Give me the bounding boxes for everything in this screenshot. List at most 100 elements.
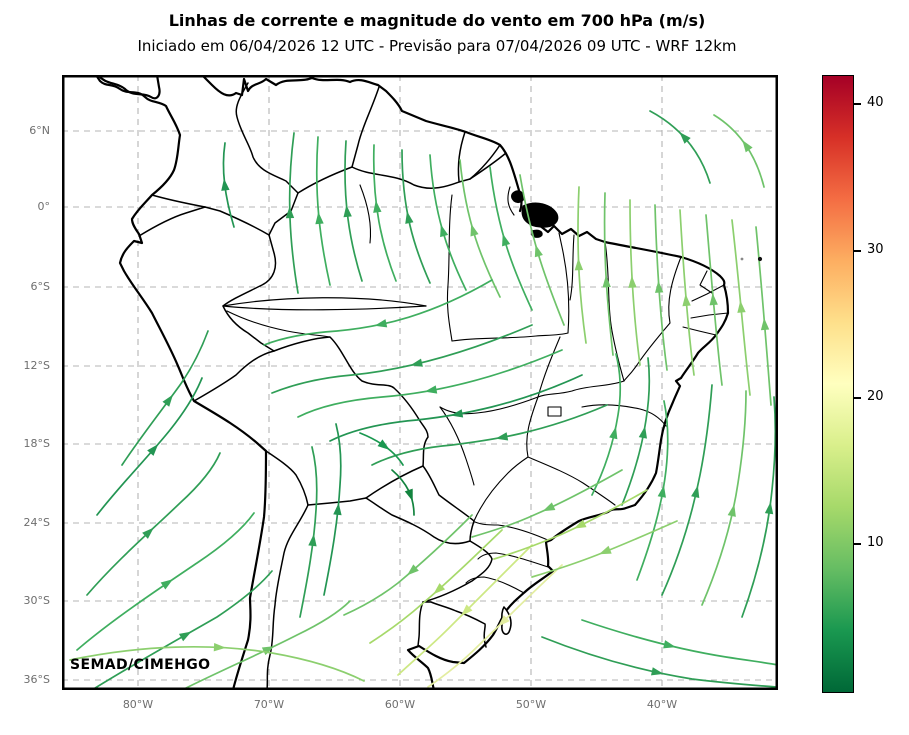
arrow-head-icon: [498, 615, 510, 627]
colorbar: [822, 75, 854, 693]
border-line: [235, 82, 299, 194]
arrow-head-icon: [440, 224, 449, 238]
arrow-head-icon: [410, 358, 423, 367]
arrow-head-icon: [657, 485, 666, 498]
lat-tick-label: 0°: [37, 200, 51, 213]
arrow-head-icon: [261, 646, 275, 656]
arrow-head-icon: [628, 275, 637, 288]
streamline: [629, 199, 641, 366]
arrow-head-icon: [450, 409, 464, 418]
streamline: [701, 390, 747, 606]
state-line: [581, 404, 667, 427]
page-title: Linhas de corrente e magnitude do vento …: [168, 11, 706, 30]
arrow-head-icon: [213, 642, 226, 652]
state-line: [604, 241, 625, 382]
state-line: [474, 521, 551, 542]
streamline: [121, 330, 209, 466]
map-frame: SEMAD/CIMEHGO: [62, 75, 778, 690]
streamline: [541, 636, 777, 688]
arrow-head-icon: [691, 485, 700, 499]
lat-tick-label: 24°S: [23, 516, 50, 529]
border-line: [138, 206, 206, 237]
arrow-head-icon: [343, 204, 352, 218]
island-dot: [740, 257, 744, 261]
state-line: [623, 322, 671, 382]
streamline: [397, 544, 533, 676]
arrow-head-icon: [682, 293, 691, 307]
arrow-head-icon: [574, 258, 584, 271]
state-line: [569, 234, 575, 301]
streamline: [741, 396, 777, 618]
lon-tick-label: 70°W: [253, 698, 285, 711]
state-line: [527, 456, 616, 506]
arrow-head-icon: [742, 140, 753, 153]
streamline: [591, 353, 622, 496]
streamline: [636, 400, 669, 581]
border-line: [266, 504, 309, 690]
arrow-head-icon: [160, 579, 173, 590]
arrow-head-icon: [709, 293, 718, 306]
lat-tick-label: 36°S: [23, 673, 50, 686]
longitude-axis: 80°W 70°W 60°W 50°W 40°W: [62, 698, 778, 718]
streamline: [271, 324, 533, 394]
streamline: [427, 564, 563, 688]
streamline: [679, 209, 695, 376]
arrow-head-icon: [602, 275, 611, 288]
streamline: [581, 619, 778, 666]
streamline: [96, 377, 203, 516]
lon-tick-label: 50°W: [515, 698, 547, 711]
streamline: [86, 452, 221, 596]
streamline: [343, 514, 473, 616]
streamline: [489, 166, 533, 311]
border-line: [417, 601, 424, 647]
arrow-head-icon: [573, 519, 587, 529]
arrow-head-icon: [433, 583, 446, 595]
streamline: [531, 520, 678, 578]
streamline: [263, 279, 493, 346]
streamline: [344, 140, 363, 282]
state-line: [668, 256, 682, 324]
watermark: SEMAD/CIMEHGO: [70, 657, 211, 673]
streamline: [471, 469, 623, 538]
streamline: [323, 423, 342, 596]
state-line: [558, 232, 570, 334]
streamline: [69, 645, 365, 682]
arrow-head-icon: [333, 502, 342, 516]
streamline: [299, 446, 318, 618]
colorbar-tick-mark: [854, 103, 861, 106]
state-line: [547, 406, 562, 417]
arrow-head-icon: [424, 385, 438, 394]
arrow-head-icon: [495, 432, 509, 441]
streamline: [369, 529, 503, 644]
state-line: [439, 406, 475, 486]
lat-tick-label: 12°S: [23, 359, 50, 372]
streamline: [76, 512, 255, 651]
island-dot: [757, 256, 763, 262]
arrow-head-icon: [760, 317, 770, 331]
lon-tick-label: 40°W: [646, 698, 678, 711]
border-line: [222, 234, 277, 352]
border-line: [365, 497, 471, 545]
streamline: [621, 357, 651, 506]
state-line: [226, 310, 331, 338]
colorbar-tick-label: 20: [867, 388, 884, 404]
arrow-head-icon: [737, 300, 746, 313]
state-line: [359, 184, 372, 244]
arrow-head-icon: [679, 132, 691, 144]
streamline: [493, 489, 648, 560]
arrow-head-icon: [405, 211, 414, 224]
border-line: [193, 350, 275, 402]
streamline: [519, 174, 565, 326]
border-line: [307, 497, 367, 506]
coastline: [94, 75, 268, 690]
colorbar-tick-label: 10: [867, 535, 884, 551]
streamline: [705, 214, 723, 386]
state-line: [537, 336, 561, 398]
arrow-head-icon: [727, 504, 736, 517]
streamline: [401, 149, 431, 284]
border-line: [422, 601, 487, 648]
arrow-head-icon: [404, 488, 413, 502]
border-line: [469, 144, 501, 180]
state-line: [690, 312, 729, 319]
map-border: [62, 75, 778, 690]
